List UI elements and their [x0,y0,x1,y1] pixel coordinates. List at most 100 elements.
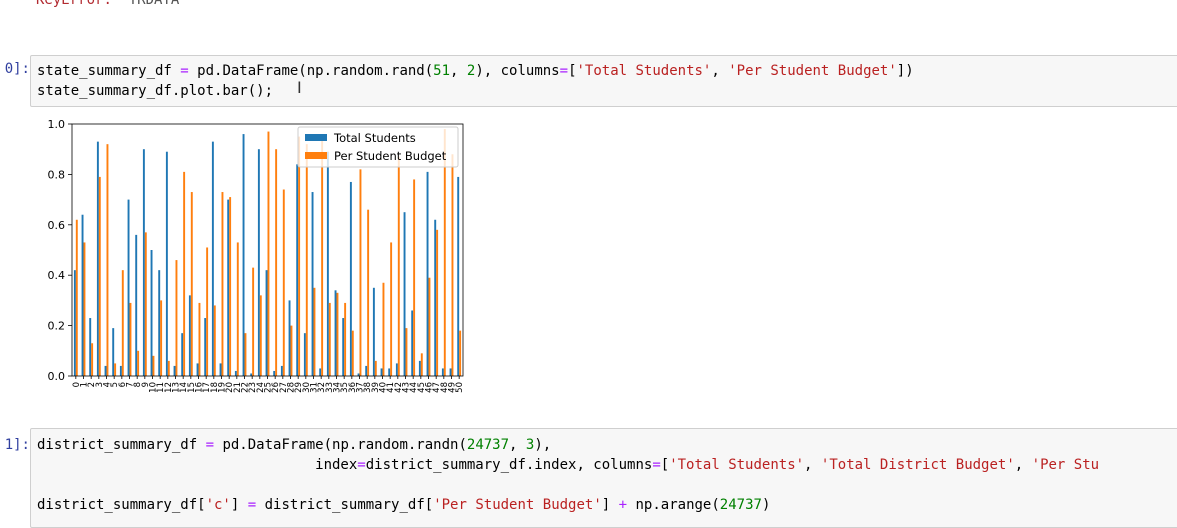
bar-total-students [250,373,253,376]
code-editor-30[interactable]: state_summary_df = pd.DataFrame(np.rando… [37,61,914,101]
code-token: = [652,457,661,473]
y-tick-label: 0.8 [48,168,66,181]
x-tick-label: 43 [402,382,412,393]
code-token: , [804,457,821,473]
x-tick-label: 4 [103,382,113,387]
bar-total-students [319,368,322,376]
x-tick-label: 32 [317,382,327,393]
bar-total-students [135,234,138,376]
code-token: 'Total Students' [576,63,712,79]
x-tick-label: 22 [241,382,251,393]
x-tick-label: 31 [310,382,320,393]
bar-per-student-budget [190,192,193,376]
bar-total-students [127,199,130,376]
code-token: 'c' [205,497,231,513]
bar-per-student-budget [305,144,308,376]
code-line: state_summary_df.plot.bar(); [37,81,914,101]
code-token: 'Per Stu [1031,457,1100,473]
bar-total-students [426,171,429,376]
bar-total-students [403,212,406,376]
bar-total-students [434,219,437,376]
bar-per-student-budget [259,295,262,376]
bar-per-student-budget [344,302,347,376]
x-tick-label: 15 [187,382,197,393]
x-tick-label: 10 [149,382,159,393]
x-tick-label: 20 [225,382,235,393]
bar-total-students [395,363,398,376]
code-token: district_summary_df[ [256,497,434,513]
code-line: index=district_summary_df.index, columns… [37,455,1099,475]
x-tick-label: 46 [425,382,435,393]
code-line [37,475,1099,495]
x-tick-label: 30 [302,382,312,393]
x-tick-label: 35 [340,382,350,393]
code-token: 'Per Student Budget' [433,497,602,513]
bar-per-student-budget [244,333,247,376]
code-token: 2 [466,63,476,79]
bar-per-student-budget [75,219,78,376]
legend-label: Per Student Budget [334,149,447,163]
bar-per-student-budget [267,131,270,376]
bar-per-student-budget [405,328,408,376]
bar-total-students [89,318,92,376]
bar-per-student-budget [114,363,117,376]
bar-per-student-budget [121,270,124,376]
y-tick-label: 0.6 [48,219,66,232]
x-tick-label: 7 [126,382,136,387]
x-tick-label: 29 [294,382,304,393]
x-tick-label: 49 [448,382,458,393]
bar-per-student-budget [313,287,316,376]
bar-total-students [181,333,184,376]
bar-per-student-budget [282,189,285,376]
error-value: 'YRDATA' [120,0,188,8]
bar-per-student-budget [382,282,385,376]
x-tick-label: 50 [455,382,465,393]
x-tick-label: 44 [409,382,419,393]
bar-per-student-budget [374,360,377,376]
bar-total-students [242,134,245,376]
bar-total-students [119,365,122,376]
code-token: pd.DataFrame(np.random.rand( [188,63,434,79]
code-line: district_summary_df['c'] = district_summ… [37,495,1099,515]
bar-total-students [211,141,214,376]
x-tick-label: 41 [386,382,396,393]
bar-total-students [365,365,368,376]
bar-total-students [257,149,260,376]
x-tick-label: 39 [371,382,381,393]
bar-per-student-budget [213,305,216,376]
code-token: [ [568,63,577,79]
bar-total-students [441,368,444,376]
bar-per-student-budget [451,154,454,376]
input-prompt-31: 1]: [4,437,30,453]
legend-box [297,126,459,168]
code-token: ] [601,497,619,513]
bar-total-students [380,368,383,376]
bar-per-student-budget [459,330,462,376]
x-tick-label: 48 [440,382,450,393]
bar-total-students [204,318,207,376]
code-token: ), columns [475,63,560,79]
legend-swatch [305,134,327,141]
x-tick-label: 21 [233,382,243,393]
bar-total-students [357,373,360,376]
code-token: state_summary_df [37,63,181,79]
code-token: state_summary_df.plot.bar(); [37,83,274,99]
bar-total-students [388,368,391,376]
x-tick-label: 9 [141,382,151,387]
bar-chart: 0.00.20.40.60.81.00123456789101112131415… [48,118,466,393]
code-token: , [509,437,526,453]
y-tick-label: 0.4 [48,269,66,282]
bar-total-students [81,214,84,376]
bar-total-students [104,365,107,376]
bar-total-students [265,270,268,376]
code-cell-30[interactable]: state_summary_df = pd.DataFrame(np.rando… [30,55,1177,107]
code-editor-31[interactable]: district_summary_df = pd.DataFrame(np.ra… [37,435,1099,515]
error-colon: : [103,0,121,8]
bar-total-students [150,250,153,376]
bar-per-student-budget [328,302,331,376]
x-tick-label: 28 [287,382,297,393]
code-token: = [180,63,189,79]
bar-per-student-budget [167,360,170,376]
code-cell-31[interactable]: district_summary_df = pd.DataFrame(np.ra… [30,428,1177,528]
x-tick-label: 45 [417,382,427,393]
